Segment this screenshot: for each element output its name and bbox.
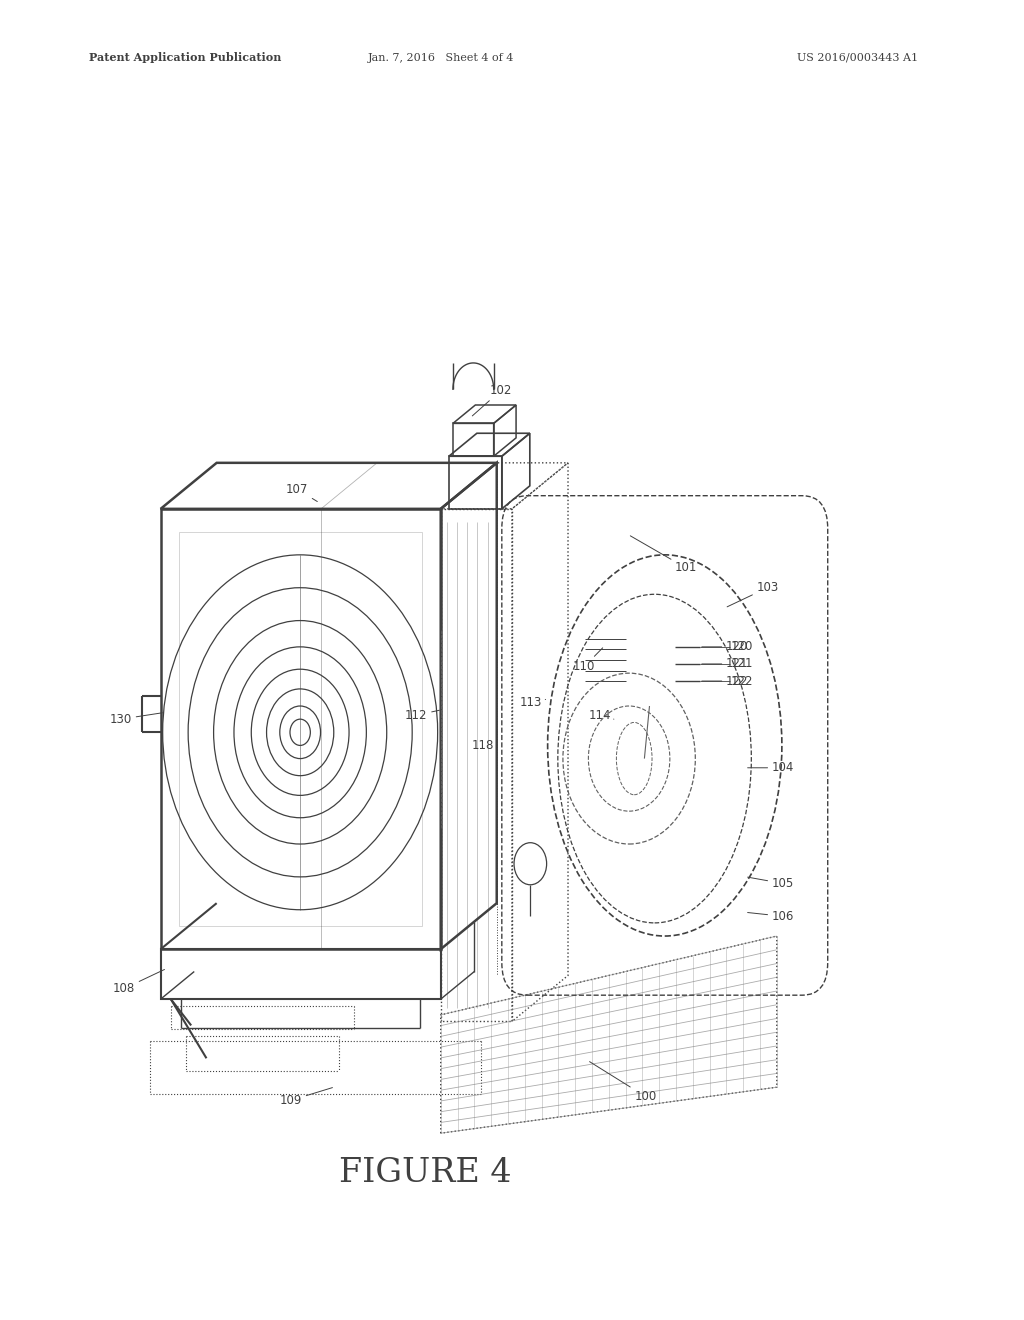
Text: 104: 104: [748, 762, 794, 775]
Text: FIGURE 4: FIGURE 4: [339, 1156, 512, 1188]
Text: 108: 108: [113, 969, 165, 995]
Text: 130: 130: [110, 713, 163, 726]
Text: 120: 120: [731, 640, 754, 653]
Text: 121: 121: [701, 657, 749, 671]
Text: 122: 122: [731, 675, 754, 688]
Text: 101: 101: [631, 536, 697, 574]
Text: US 2016/0003443 A1: US 2016/0003443 A1: [797, 53, 919, 63]
Text: 121: 121: [731, 657, 754, 671]
Text: 100: 100: [590, 1061, 656, 1104]
Text: 110: 110: [573, 648, 603, 673]
Text: 107: 107: [286, 483, 317, 502]
Text: 102: 102: [472, 384, 512, 416]
Text: 106: 106: [748, 909, 794, 923]
Text: 112: 112: [406, 709, 439, 722]
Text: Patent Application Publication: Patent Application Publication: [89, 53, 282, 63]
Text: 122: 122: [701, 675, 749, 688]
Text: 109: 109: [280, 1088, 333, 1107]
Text: 113: 113: [520, 696, 546, 709]
Text: Jan. 7, 2016   Sheet 4 of 4: Jan. 7, 2016 Sheet 4 of 4: [368, 53, 514, 63]
Text: 120: 120: [701, 640, 749, 653]
Text: 118: 118: [471, 739, 497, 752]
Text: 105: 105: [748, 876, 794, 890]
Text: 114: 114: [589, 709, 613, 722]
Text: 103: 103: [727, 581, 778, 607]
